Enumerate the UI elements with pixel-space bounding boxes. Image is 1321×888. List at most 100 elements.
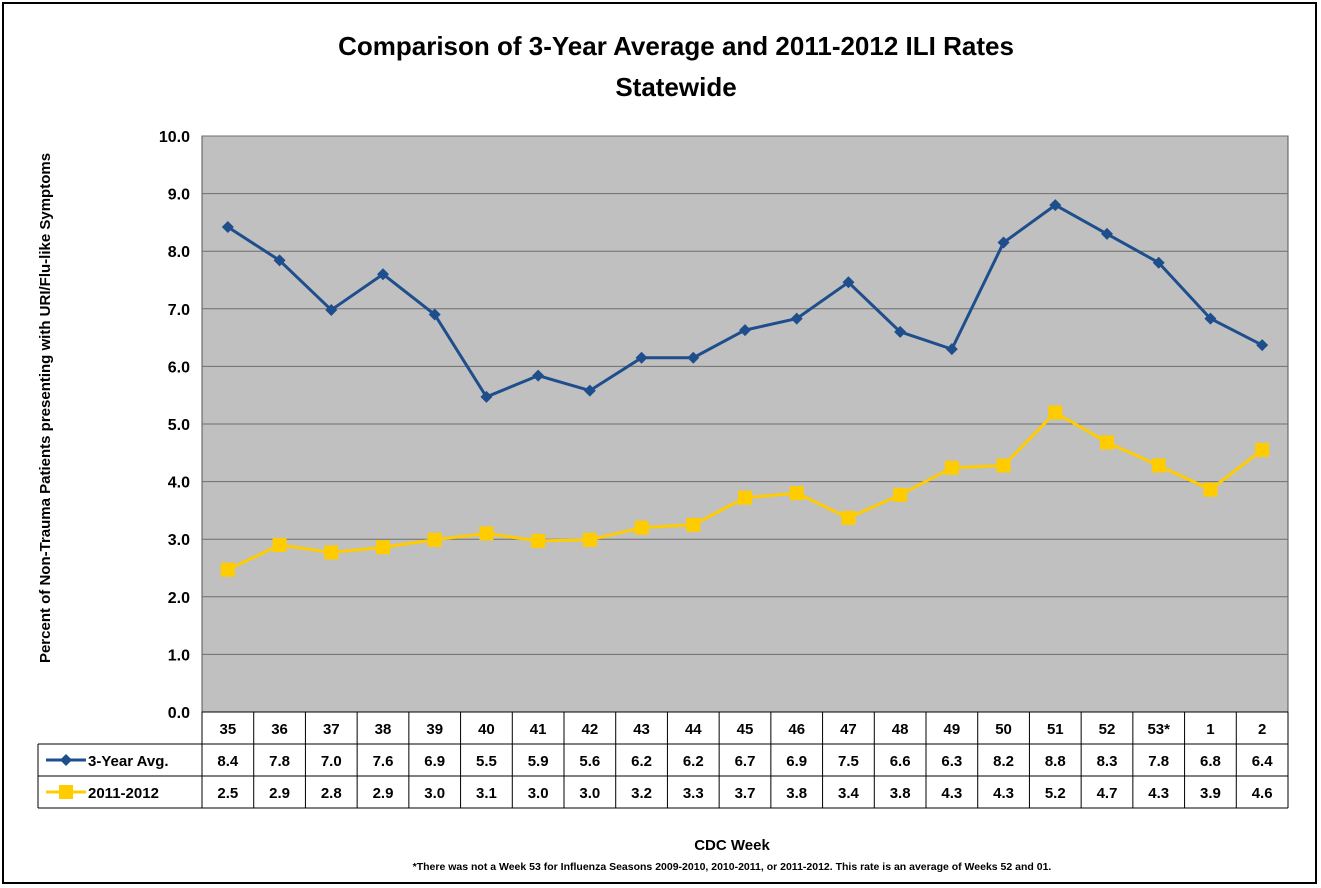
y-tick-label: 7.0 [168, 302, 190, 319]
data-table: 35 36 37 38 39 40 41 42 43 44 45 46 47 48 49 50 51 52 53* 1… [37, 711, 1289, 809]
y-tick-labels: 0.0 1.0 2.0 3.0 4.0 5.0 6.0 7.0 8.0 9.0 10.0 [159, 129, 190, 722]
data-label: 7.0 [321, 753, 342, 770]
data-label: 7.8 [269, 753, 290, 770]
data-point [1048, 405, 1063, 420]
data-label: 7.8 [1148, 753, 1169, 770]
data-label: 3.8 [786, 785, 807, 802]
data-label: 5.6 [579, 753, 600, 770]
data-point [532, 369, 545, 382]
data-label: 2.9 [373, 785, 394, 802]
data-point [427, 532, 442, 547]
data-label: 3.4 [838, 785, 860, 802]
plot-area-group [201, 135, 1289, 713]
data-label: 4.3 [1148, 785, 1169, 802]
x-tick-label: 37 [323, 721, 340, 738]
data-label: 6.7 [735, 753, 756, 770]
data-point [686, 517, 701, 532]
data-point [944, 460, 959, 475]
data-label: 5.9 [528, 753, 549, 770]
data-label: 4.7 [1097, 785, 1118, 802]
y-tick-label: 0.0 [168, 705, 190, 722]
data-point [221, 221, 234, 234]
y-axis-label: Percent of Non-Trauma Patients presentin… [37, 153, 54, 663]
legend-entry: 3-Year Avg. [88, 753, 169, 770]
data-label: 4.3 [993, 785, 1014, 802]
data-point [479, 526, 494, 541]
data-point [635, 351, 648, 364]
legend-key-marker [59, 785, 73, 799]
data-label: 3.8 [890, 785, 911, 802]
data-label: 7.5 [838, 753, 859, 770]
data-label: 6.9 [786, 753, 807, 770]
data-point [789, 486, 804, 501]
data-label: 3.3 [683, 785, 704, 802]
data-label: 3.0 [528, 785, 549, 802]
data-label: 2.9 [269, 785, 290, 802]
data-label: 8.4 [217, 753, 239, 770]
data-point [634, 520, 649, 535]
data-point [739, 324, 751, 337]
series-lines [220, 199, 1270, 577]
data-point [1256, 339, 1269, 352]
data-point [790, 312, 803, 325]
x-tick-label: 45 [737, 721, 754, 738]
data-label: 3.0 [424, 785, 445, 802]
x-tick-label: 49 [944, 721, 961, 738]
y-tick-label: 6.0 [168, 359, 190, 376]
data-label: 6.9 [424, 753, 445, 770]
chart-title: Comparison of 3-Year Average and 2011-20… [338, 31, 1014, 61]
data-label: 3.2 [631, 785, 652, 802]
data-point [428, 308, 441, 321]
data-label: 8.8 [1045, 753, 1066, 770]
data-label: 5.5 [476, 753, 497, 770]
x-tick-label: 44 [685, 721, 702, 738]
x-tick-label: 52 [1099, 721, 1116, 738]
data-point [841, 510, 856, 525]
chart-title-group: Comparison of 3-Year Average and 2011-20… [338, 31, 1014, 102]
x-tick-label: 2 [1258, 721, 1266, 738]
x-tick-label: 40 [478, 721, 495, 738]
data-point [582, 532, 597, 547]
x-tick-label: 47 [840, 721, 857, 738]
y-tick-label: 2.0 [168, 590, 190, 607]
data-point [996, 458, 1011, 473]
data-point [894, 325, 907, 338]
data-label: 5.2 [1045, 785, 1066, 802]
data-point [1101, 227, 1113, 240]
data-point [1151, 458, 1166, 473]
legend-entry: 2011-2012 [88, 785, 159, 802]
data-point [324, 545, 339, 560]
data-label: 6.2 [631, 753, 652, 770]
data-label: 3.1 [476, 785, 497, 802]
data-point [893, 487, 908, 502]
data-point [272, 537, 287, 552]
x-tick-label: 43 [633, 721, 650, 738]
x-tick-label: 50 [995, 721, 1012, 738]
data-point [1100, 435, 1114, 450]
y-tick-label: 10.0 [159, 129, 190, 146]
chart-subtitle: Statewide [615, 72, 736, 102]
data-point [945, 343, 958, 356]
y-tick-label: 3.0 [168, 532, 190, 549]
data-point [1152, 256, 1165, 269]
x-axis-label: CDC Week [694, 837, 770, 854]
data-label: 8.2 [993, 753, 1014, 770]
x-tick-label: 46 [788, 721, 805, 738]
x-tick-label: 51 [1047, 721, 1064, 738]
x-tick-label: 35 [220, 721, 237, 738]
data-label: 6.3 [941, 753, 962, 770]
data-point [1255, 442, 1270, 457]
data-point [583, 384, 596, 397]
legend-key-marker [60, 754, 72, 766]
data-point [1203, 482, 1218, 497]
data-label: 6.6 [890, 753, 911, 770]
x-tick-label: 42 [582, 721, 599, 738]
data-point [687, 351, 700, 364]
data-point [531, 533, 546, 548]
y-tick-label: 9.0 [168, 187, 190, 204]
y-tick-label: 1.0 [168, 647, 190, 664]
x-tick-label: 48 [892, 721, 909, 738]
data-point [377, 268, 389, 281]
data-point [273, 254, 286, 267]
